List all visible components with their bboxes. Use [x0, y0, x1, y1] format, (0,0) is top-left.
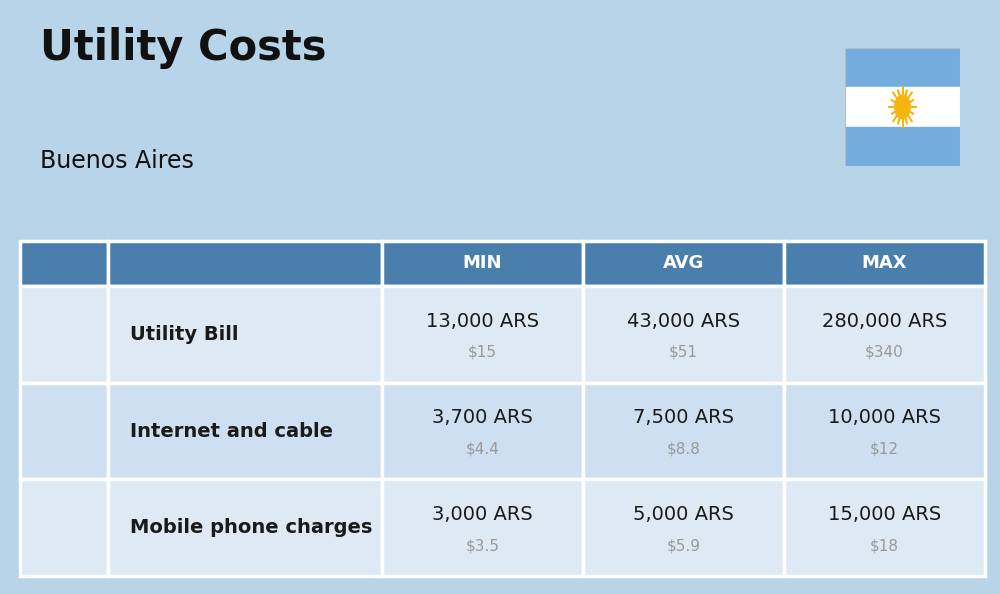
Circle shape [32, 317, 40, 326]
Text: $8.8: $8.8 [666, 441, 700, 456]
FancyBboxPatch shape [66, 528, 74, 537]
Circle shape [61, 559, 68, 567]
Circle shape [60, 330, 68, 339]
Text: Mobile phone charges: Mobile phone charges [130, 519, 373, 538]
Text: Utility Bill: Utility Bill [130, 325, 239, 344]
Bar [845, 48, 960, 87]
FancyBboxPatch shape [66, 515, 74, 525]
Circle shape [65, 317, 73, 326]
Circle shape [66, 446, 72, 452]
FancyBboxPatch shape [54, 491, 74, 497]
Text: $3.5: $3.5 [465, 538, 499, 553]
Bar [74, 311, 78, 319]
Text: 3,700 ARS: 3,700 ARS [432, 409, 533, 428]
Text: 7,500 ARS: 7,500 ARS [633, 409, 734, 428]
Circle shape [36, 330, 45, 339]
Bar [45, 460, 52, 467]
Text: $51: $51 [669, 345, 698, 359]
Text: $12: $12 [870, 441, 899, 456]
Text: $18: $18 [870, 538, 899, 553]
FancyBboxPatch shape [49, 528, 56, 537]
FancyBboxPatch shape [57, 515, 65, 525]
Circle shape [44, 446, 50, 452]
Text: 280,000 ARS: 280,000 ARS [822, 312, 947, 331]
Text: 3,000 ARS: 3,000 ARS [432, 505, 533, 525]
FancyBboxPatch shape [74, 515, 82, 525]
Text: $4.4: $4.4 [465, 441, 499, 456]
Text: 13,000 ARS: 13,000 ARS [426, 312, 539, 331]
Circle shape [895, 95, 910, 119]
Bar [76, 460, 84, 467]
FancyBboxPatch shape [74, 528, 82, 537]
FancyBboxPatch shape [49, 515, 56, 525]
Text: $340: $340 [865, 345, 904, 359]
Bar [82, 311, 85, 319]
FancyBboxPatch shape [39, 486, 89, 570]
Circle shape [62, 410, 66, 415]
Circle shape [38, 307, 67, 337]
Circle shape [36, 304, 45, 314]
Circle shape [60, 304, 68, 314]
Text: Utility Costs: Utility Costs [40, 27, 326, 69]
Text: AVG: AVG [663, 254, 704, 272]
Circle shape [48, 299, 57, 308]
Text: 10,000 ARS: 10,000 ARS [828, 409, 941, 428]
Bar [845, 127, 960, 166]
Bar [32, 353, 40, 368]
Text: Internet and cable: Internet and cable [130, 422, 333, 441]
Text: $15: $15 [468, 345, 497, 359]
FancyBboxPatch shape [46, 501, 82, 558]
Circle shape [48, 334, 57, 344]
FancyBboxPatch shape [34, 434, 94, 463]
FancyBboxPatch shape [57, 528, 65, 537]
FancyBboxPatch shape [67, 317, 92, 353]
Text: 15,000 ARS: 15,000 ARS [828, 505, 941, 525]
Circle shape [55, 446, 61, 452]
Text: Buenos Aires: Buenos Aires [40, 148, 194, 172]
Text: 43,000 ARS: 43,000 ARS [627, 312, 740, 331]
Circle shape [45, 314, 60, 329]
Text: 5,000 ARS: 5,000 ARS [633, 505, 734, 525]
FancyBboxPatch shape [27, 345, 45, 374]
Text: MIN: MIN [463, 254, 502, 272]
Bar [845, 87, 960, 127]
Text: MAX: MAX [862, 254, 907, 272]
Text: $5.9: $5.9 [666, 538, 700, 553]
